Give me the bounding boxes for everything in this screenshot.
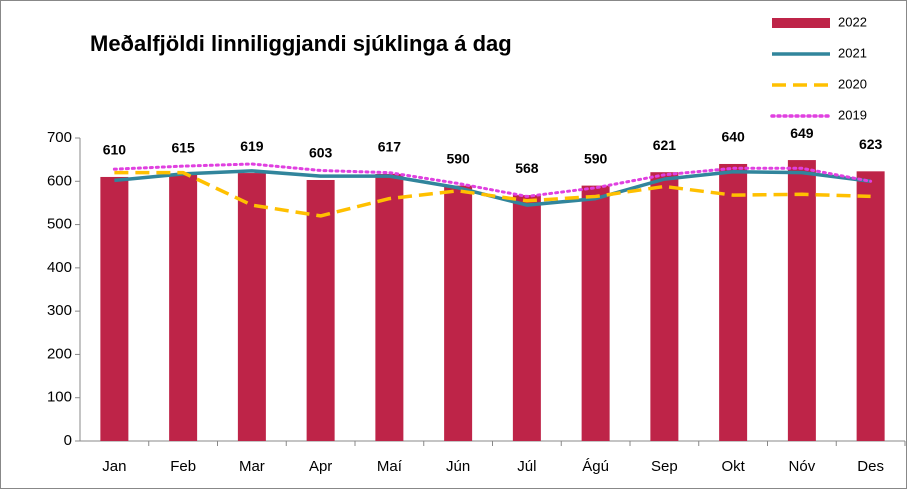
y-tick-label: 700 [47,129,72,146]
bar [306,179,335,442]
y-tick-label: 300 [47,302,72,319]
x-tick-label: Júl [517,458,536,475]
x-tick-label: Ágú [582,458,609,475]
x-tick-label: Sep [651,458,678,475]
chart-title: Meðalfjöldi linniliggjandi sjúklinga á d… [90,31,512,56]
y-tick-label: 100 [47,389,72,406]
x-tick-label: Apr [309,458,332,475]
x-tick-label: Okt [721,458,745,475]
bar [237,173,266,441]
y-tick-label: 500 [47,216,72,233]
data-label: 610 [103,142,127,158]
bar [581,185,610,441]
data-label: 621 [653,137,677,153]
x-tick-label: Jún [446,458,470,475]
bar [375,173,404,442]
data-label: 617 [378,139,402,155]
y-tick-label: 0 [64,432,72,449]
data-label: 615 [171,139,195,155]
data-label: 619 [240,138,264,154]
line-series [112,162,873,198]
bar [719,163,748,441]
bar [856,171,885,441]
data-label: 568 [515,160,539,176]
bar [444,185,473,441]
legend-swatch [772,18,830,28]
legend-label: 2020 [838,76,867,91]
x-tick-label: Jan [102,458,126,475]
y-tick-label: 400 [47,259,72,276]
line-series [114,170,871,218]
y-tick-label: 200 [47,345,72,362]
data-label: 623 [859,136,883,152]
x-tick-label: Des [857,458,884,475]
x-tick-label: Feb [170,458,196,475]
y-tick-label: 600 [47,172,72,189]
bar [512,195,541,441]
x-tick-label: Mar [239,458,265,475]
data-label: 590 [584,150,608,166]
legend-label: 2021 [838,45,867,60]
bar [650,172,679,441]
legend-label: 2019 [838,107,867,122]
legend-label: 2022 [838,14,867,29]
bar [169,174,198,442]
data-label: 640 [721,129,745,145]
x-tick-label: Nóv [789,458,816,475]
x-tick-label: Maí [377,458,403,475]
data-label: 590 [446,150,470,166]
data-label: 649 [790,125,814,141]
data-label: 603 [309,145,333,161]
bar [787,160,816,441]
bar [100,176,129,441]
